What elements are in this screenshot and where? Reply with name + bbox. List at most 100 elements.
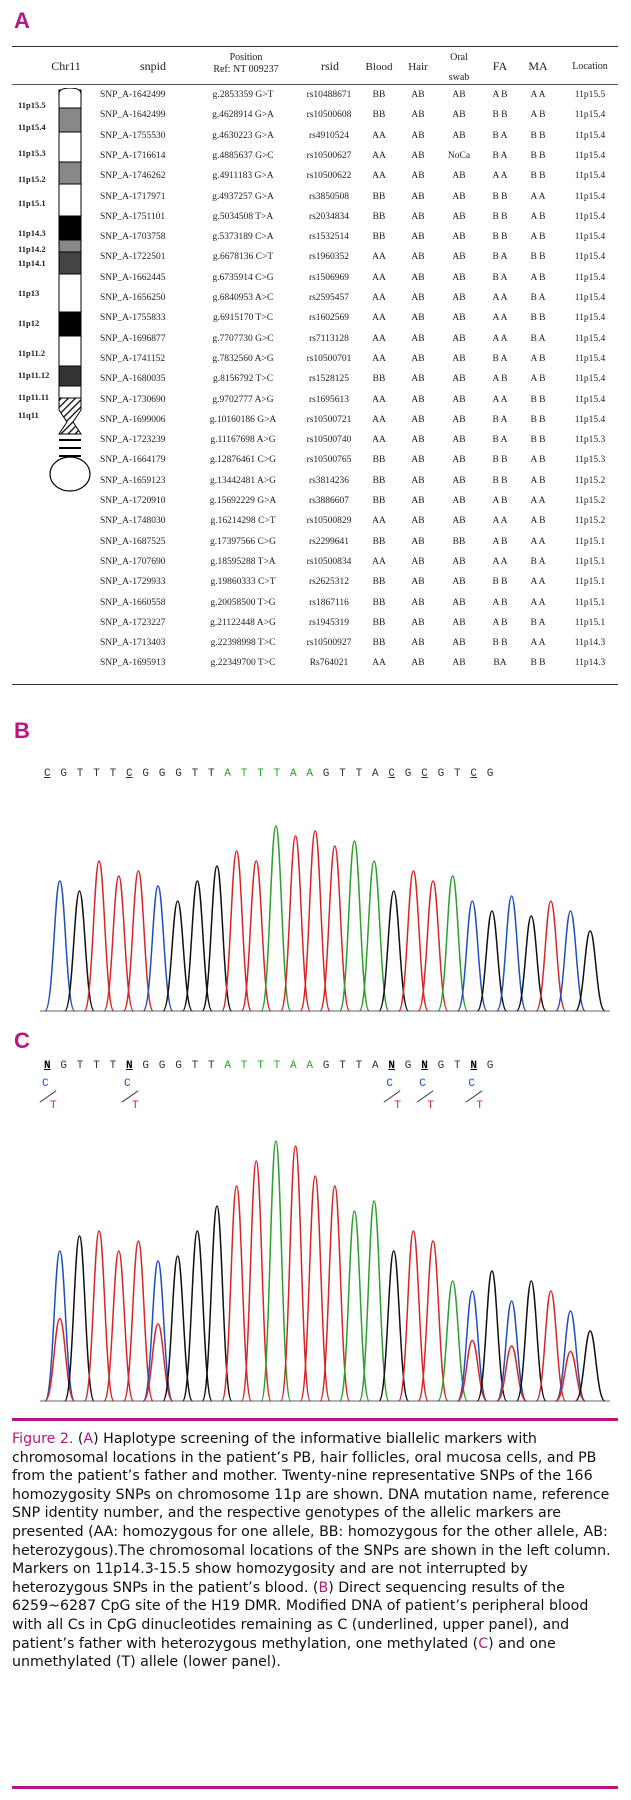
sequence-base: C (126, 768, 133, 780)
cell-oral: AB (452, 90, 466, 100)
sequence-base: C (470, 768, 477, 780)
header-oral: Oral swab (432, 52, 486, 84)
cell-location: 11p15.2 (574, 516, 606, 527)
chromatogram-c (40, 1140, 610, 1402)
cell-oral: AB (452, 496, 466, 506)
sequence-base: T (240, 768, 248, 780)
cell-rsid: rs10500701 (306, 353, 352, 364)
cell-hair: AB (411, 617, 425, 628)
cell-blood: AA (372, 272, 386, 283)
trace-peak (181, 880, 213, 1012)
cell-rsid: rs10500721 (306, 414, 352, 425)
cell-position: g.5373189 C>A (212, 232, 274, 243)
trace-peak (319, 845, 351, 1012)
cell-blood: BB (372, 577, 386, 588)
chromosome-band (58, 273, 82, 313)
cell-position: g.19860333 C>T (210, 577, 276, 588)
cell-hair: AB (411, 211, 425, 222)
cell-snpid: SNP_A-1642499 (100, 110, 166, 121)
sequence-base: G (437, 1060, 445, 1072)
cell-snpid: SNP_A-1722501 (100, 252, 166, 263)
trace-peak (103, 875, 135, 1012)
cell-rsid: rs4910524 (308, 130, 350, 141)
chromosome-band (58, 311, 82, 337)
trace-peak (535, 1290, 567, 1402)
chromosome-centromere (58, 397, 82, 435)
cell-fa: A A (492, 556, 508, 567)
figure-caption: Figure 2. (A) Haplotype screening of the… (12, 1430, 618, 1672)
trace-peak (378, 890, 410, 1012)
trace-peak (64, 890, 95, 1012)
cell-fa: A A (492, 394, 508, 405)
cell-blood: AA (372, 353, 386, 364)
allele-t-label: T (427, 1100, 434, 1112)
trace-peak (496, 895, 528, 1012)
cell-oral: AB (452, 435, 466, 446)
cell-hair: AB (411, 638, 425, 649)
cell-snpid: SNP_A-1748030 (100, 516, 166, 527)
cell-hair: AB (411, 455, 425, 466)
cell-location: 11p15.1 (574, 536, 606, 547)
sequence-base: G (404, 768, 412, 780)
sequence-base: T (273, 1060, 281, 1072)
cell-blood: BB (372, 110, 386, 121)
cell-position: g.20058500 T>G (210, 597, 276, 608)
cell-location: 11p15.4 (574, 211, 606, 222)
trace-peak (456, 900, 488, 1012)
caption-part2: ) Haplotype screening of the informative… (12, 1431, 611, 1596)
trace-peak (64, 1235, 95, 1402)
cell-rsid: rs10500834 (306, 556, 352, 567)
cell-snpid: SNP_A-1642499 (100, 90, 166, 100)
band-label: 11p11.12 (18, 370, 50, 380)
cell-rsid: rs10500627 (306, 150, 352, 161)
band-label: 11p14.3 (18, 228, 46, 238)
cell-location: 11p15.4 (574, 130, 606, 141)
cell-position: g.2853359 G>T (212, 90, 274, 100)
sequence-base: T (454, 768, 461, 780)
chromosome-q-arm (49, 456, 91, 492)
header-oral-line1: Oral (450, 52, 468, 63)
cell-blood: AA (372, 658, 386, 669)
trace-peak (417, 1240, 449, 1402)
cell-oral: AB (452, 638, 466, 649)
cell-position: g.10160186 G>A (209, 414, 277, 425)
cell-snpid: SNP_A-1730690 (100, 394, 166, 405)
cell-rsid: rs3886607 (308, 496, 350, 506)
cell-ma: B A (530, 617, 546, 628)
cell-position: g.12876461 C>G (209, 455, 277, 466)
cell-snpid: SNP_A-1741152 (100, 353, 166, 364)
trace-peak (240, 1160, 272, 1402)
cell-position: g.5034508 T>A (212, 211, 274, 222)
cell-snpid: SNP_A-1680035 (100, 374, 166, 385)
cell-location: 11p15.3 (574, 455, 606, 466)
cell-fa: A B (492, 496, 508, 506)
cell-hair: AB (411, 414, 425, 425)
band-label: 11p15.1 (18, 198, 46, 208)
cell-fa: A B (492, 536, 508, 547)
band-label: 11q11 (18, 410, 39, 420)
cell-fa: B B (492, 455, 508, 466)
sequence-base: G (322, 1060, 330, 1072)
cell-blood: AA (372, 516, 386, 527)
sequence-base: A (290, 1060, 297, 1072)
cell-blood: AA (372, 333, 386, 344)
trace-peak (476, 910, 508, 1012)
cell-blood: BB (372, 374, 386, 385)
trace-peak (83, 860, 115, 1012)
cell-location: 11p15.4 (574, 394, 606, 405)
cell-rsid: rs10488671 (306, 90, 352, 100)
cell-fa: B B (492, 191, 508, 202)
cell-snpid: SNP_A-1664179 (100, 455, 166, 466)
sequence-base: G (486, 1060, 494, 1072)
cell-hair: AB (411, 90, 425, 100)
cell-fa: B A (492, 130, 508, 141)
cell-ma: A B (530, 455, 546, 466)
cell-snpid: SNP_A-1720910 (100, 496, 166, 506)
cell-snpid: SNP_A-1659123 (100, 475, 166, 486)
cell-blood: BB (372, 455, 386, 466)
trace-peak (201, 1205, 233, 1402)
caption-label: Figure 2. (12, 1431, 74, 1447)
chromosome-band (58, 239, 82, 253)
sequence-base: G (486, 768, 494, 780)
cell-location: 11p15.4 (574, 232, 606, 243)
